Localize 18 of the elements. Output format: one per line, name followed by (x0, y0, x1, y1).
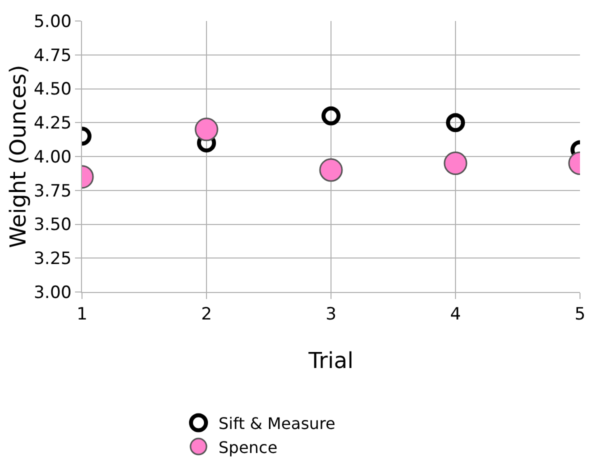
y-axis-title: Weight (Ounces) (6, 64, 32, 248)
legend-label: Sift & Measure (218, 414, 336, 433)
x-tick-label: 5 (574, 304, 586, 324)
y-tick-label: 5.00 (34, 12, 72, 32)
y-tick-label: 3.50 (34, 215, 72, 236)
y-tick-label: 4.50 (34, 80, 72, 100)
y-tick-label: 4.00 (34, 147, 72, 168)
x-tick-label: 1 (76, 304, 88, 324)
x-tick-label: 2 (201, 304, 212, 324)
y-tick-label: 3.00 (34, 282, 72, 303)
x-tick-label: 4 (450, 304, 461, 324)
y-tick-label: 3.75 (34, 181, 72, 202)
y-tick-label: 4.75 (34, 46, 72, 66)
legend-label: Spence (218, 438, 278, 457)
y-tick-label: 4.25 (34, 114, 72, 134)
x-axis-title: Trial (308, 349, 354, 374)
x-tick-label: 3 (326, 304, 336, 324)
y-tick-label: 3.25 (34, 249, 72, 270)
